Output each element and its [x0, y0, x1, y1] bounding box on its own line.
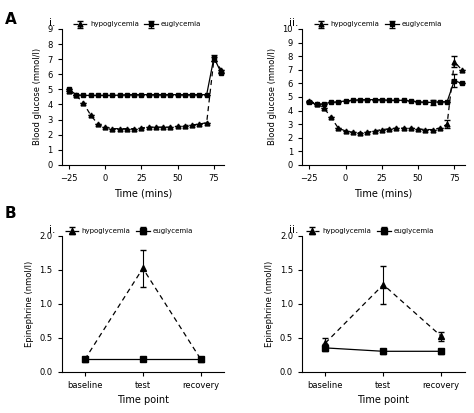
Legend: hypoglycemia, euglycemia: hypoglycemia, euglycemia	[73, 21, 201, 28]
Legend: hypoglycemia, euglycemia: hypoglycemia, euglycemia	[314, 21, 442, 28]
Text: i.: i.	[49, 225, 55, 235]
Y-axis label: Epinephrine (nmol/l): Epinephrine (nmol/l)	[265, 261, 274, 347]
Y-axis label: Blood glucose (mmol/l): Blood glucose (mmol/l)	[33, 48, 42, 145]
X-axis label: Time point: Time point	[357, 395, 409, 405]
Text: B: B	[5, 206, 17, 221]
X-axis label: Time (mins): Time (mins)	[114, 188, 172, 199]
X-axis label: Time point: Time point	[117, 395, 169, 405]
Legend: hypoglycemia, euglycemia: hypoglycemia, euglycemia	[306, 228, 434, 234]
Text: A: A	[5, 12, 17, 27]
Y-axis label: Blood glucose (mmol/l): Blood glucose (mmol/l)	[268, 48, 277, 145]
Text: i.: i.	[49, 18, 55, 28]
Text: ii.: ii.	[289, 18, 299, 28]
Y-axis label: Epinephrine (nmol/l): Epinephrine (nmol/l)	[25, 261, 34, 347]
Legend: hypoglycemia, euglycemia: hypoglycemia, euglycemia	[65, 228, 193, 234]
X-axis label: Time (mins): Time (mins)	[354, 188, 412, 199]
Text: ii.: ii.	[289, 225, 299, 235]
